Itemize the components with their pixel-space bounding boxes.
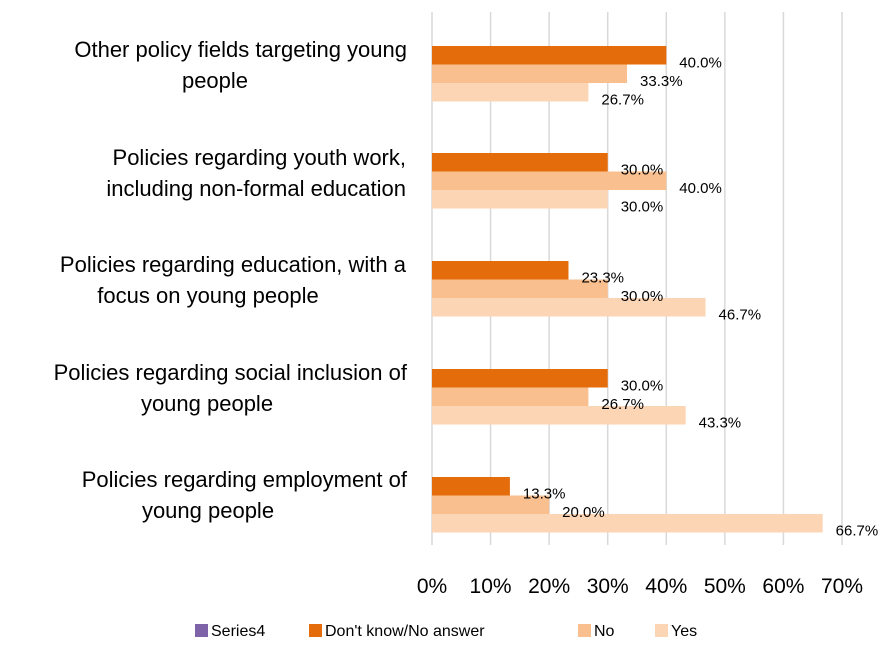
bar xyxy=(432,153,608,172)
bar xyxy=(432,514,823,533)
data-label: 30.0% xyxy=(621,288,664,305)
x-tick-label: 30% xyxy=(587,575,629,598)
data-label: 66.7% xyxy=(836,522,879,539)
x-tick-label: 10% xyxy=(470,575,512,598)
bar xyxy=(432,477,510,496)
x-tick-label: 0% xyxy=(417,575,447,598)
x-tick-label: 70% xyxy=(821,575,863,598)
data-label: 46.7% xyxy=(719,306,762,323)
legend-label: Yes xyxy=(671,623,697,640)
bar xyxy=(432,495,550,514)
bar xyxy=(432,46,667,65)
x-tick-label: 40% xyxy=(645,575,687,598)
bar xyxy=(432,83,589,102)
category-label: Policies regarding employment of xyxy=(82,467,408,492)
data-label: 26.7% xyxy=(601,396,644,413)
bar xyxy=(432,171,667,190)
category-label: Policies regarding youth work, xyxy=(113,145,406,170)
data-label: 20.0% xyxy=(562,504,605,521)
category-label: young people xyxy=(142,498,274,523)
bar xyxy=(432,190,608,209)
category-label: Other policy fields targeting young xyxy=(74,37,407,62)
x-tick-label: 20% xyxy=(528,575,570,598)
data-label: 30.0% xyxy=(621,198,664,215)
category-label: focus on young people xyxy=(97,283,318,308)
legend-label: Series4 xyxy=(211,623,265,640)
bar xyxy=(432,369,608,388)
bar xyxy=(432,298,706,317)
bar xyxy=(432,64,628,83)
category-label: Policies regarding education, with a xyxy=(60,252,407,277)
category-label: young people xyxy=(141,391,273,416)
data-label: 43.3% xyxy=(699,414,742,431)
category-label: including non-formal education xyxy=(106,176,406,201)
data-labels: 40.0% 30.0% 23.3% 30.0% 13.3% 33.3% 40.0% 30.0%… xyxy=(523,54,878,539)
legend-swatch xyxy=(195,624,208,637)
data-label: 40.0% xyxy=(679,54,722,71)
bar xyxy=(432,261,569,280)
data-label: 33.3% xyxy=(640,73,683,90)
legend-label: Don't know/No answer xyxy=(325,623,485,640)
category-labels: Other policy fields targeting young peopl… xyxy=(54,37,408,523)
bars xyxy=(432,46,823,533)
bar xyxy=(432,279,608,298)
x-tick-label: 60% xyxy=(762,575,804,598)
x-tick-label: 50% xyxy=(704,575,746,598)
data-label: 30.0% xyxy=(621,161,664,178)
bar xyxy=(432,387,589,406)
data-label: 26.7% xyxy=(601,91,644,108)
data-label: 13.3% xyxy=(523,485,566,502)
bar xyxy=(432,406,686,425)
x-axis-tick-labels: 0% 10% 20% 30% 40% 50% 60% 70% xyxy=(417,575,863,598)
legend-swatch xyxy=(655,624,668,637)
legend-swatch xyxy=(578,624,591,637)
legend: Series4 Don't know/No answer No Yes xyxy=(195,623,697,640)
data-label: 23.3% xyxy=(581,269,624,286)
legend-swatch xyxy=(309,624,322,637)
category-label: Policies regarding social inclusion of xyxy=(54,360,408,385)
data-label: 40.0% xyxy=(679,180,722,197)
legend-label: No xyxy=(594,623,615,640)
category-label: people xyxy=(182,68,248,93)
data-label: 30.0% xyxy=(621,377,664,394)
